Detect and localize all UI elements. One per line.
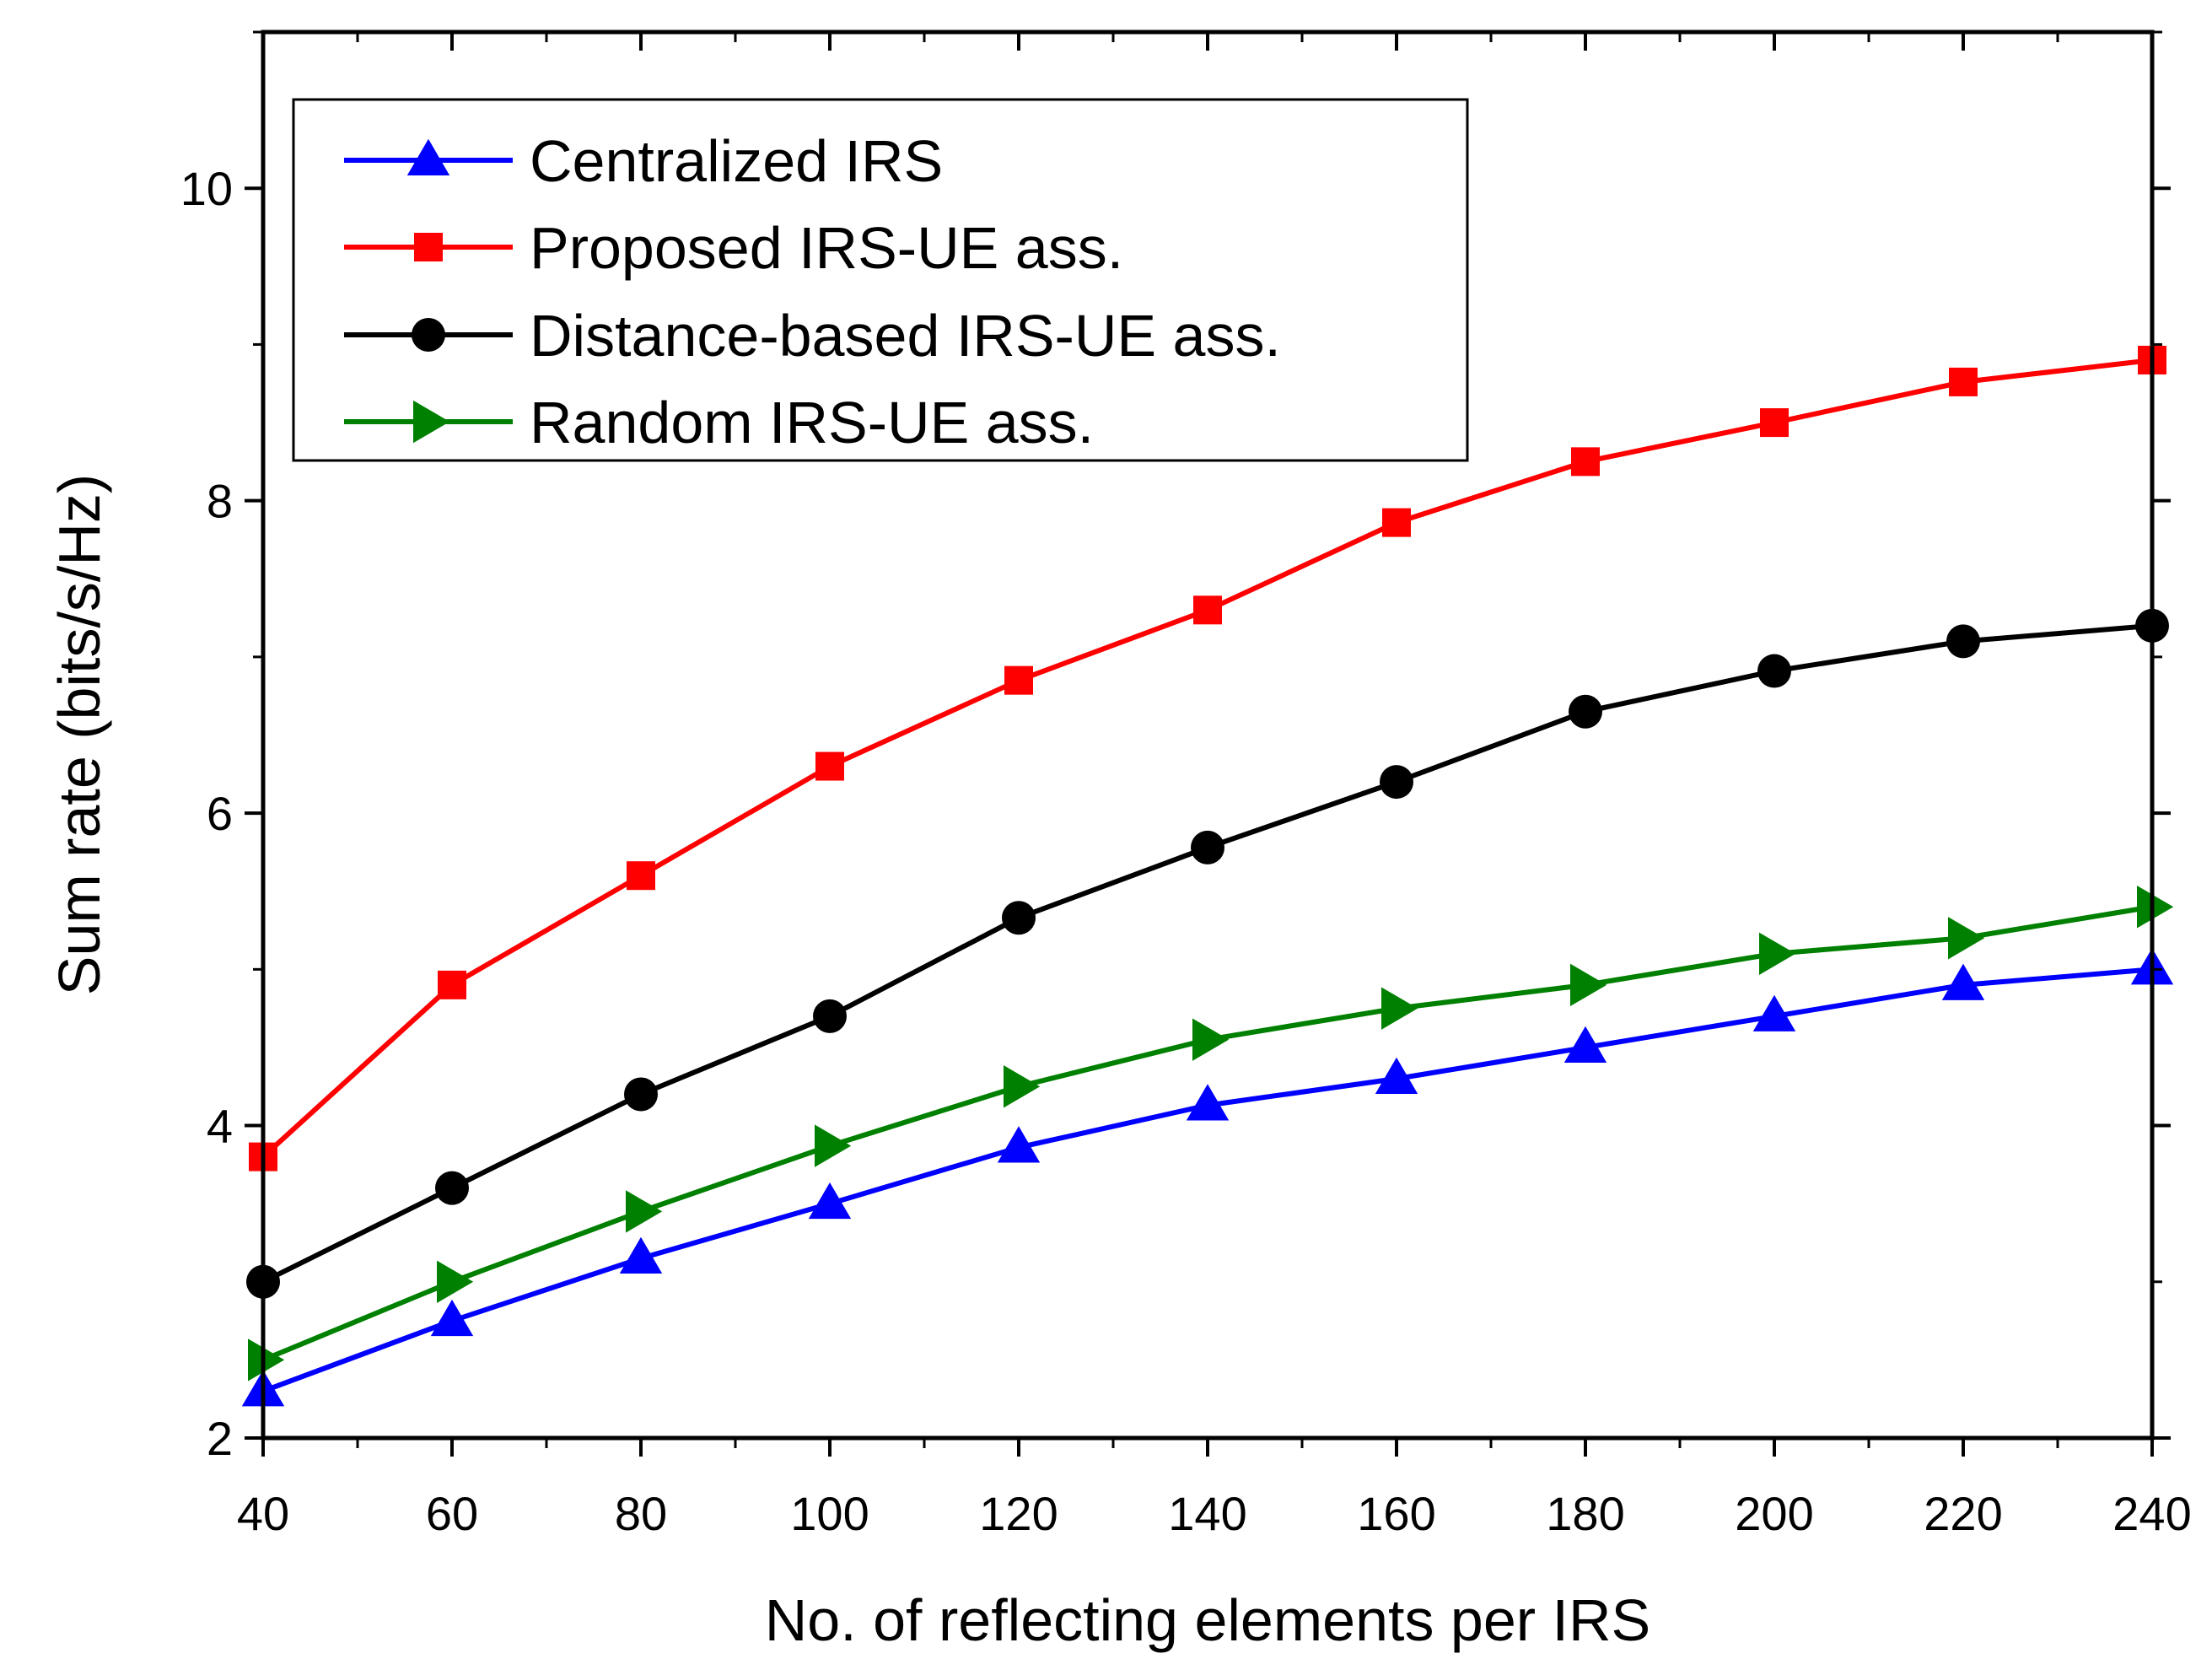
x-tick-label: 80 xyxy=(615,1487,667,1540)
legend-item-random-irs-ue-ass: Random IRS-UE ass. xyxy=(344,390,1094,455)
data-point xyxy=(2137,886,2174,929)
data-point xyxy=(1004,665,1033,695)
series-distance-based-irs-ue-ass xyxy=(246,608,2169,1299)
data-point xyxy=(1571,447,1600,477)
data-point xyxy=(619,1236,663,1274)
x-tick-label: 60 xyxy=(426,1487,478,1540)
legend-label: Centralized IRS xyxy=(530,128,943,194)
data-point xyxy=(1004,1065,1041,1108)
data-point xyxy=(813,999,847,1033)
legend-label: Random IRS-UE ass. xyxy=(530,390,1094,455)
legend-items: Centralized IRS Proposed IRS-UE ass. Dista… xyxy=(344,128,1281,455)
data-point xyxy=(1946,624,1980,659)
data-point xyxy=(1380,765,1413,800)
data-point xyxy=(1193,595,1222,625)
legend-marker xyxy=(406,138,450,175)
data-point xyxy=(1570,963,1607,1007)
data-point xyxy=(1760,408,1789,438)
data-point xyxy=(1381,987,1418,1030)
data-point xyxy=(1191,830,1224,864)
y-tick-label: 6 xyxy=(207,787,233,840)
data-point xyxy=(1949,367,1978,396)
y-axis-label: Sum rate (bits/s/Hz) xyxy=(46,474,112,995)
legend-item-distance-based-irs-ue-ass: Distance-based IRS-UE ass. xyxy=(344,303,1281,369)
data-point xyxy=(437,1260,474,1303)
legend-marker xyxy=(414,233,443,261)
legend-marker xyxy=(412,318,445,352)
data-point xyxy=(626,1190,663,1233)
legend-item-centralized-irs: Centralized IRS xyxy=(344,128,943,194)
x-tick-label: 220 xyxy=(1924,1487,2002,1540)
data-point xyxy=(624,1077,658,1112)
data-point xyxy=(1382,508,1411,537)
data-point xyxy=(248,1338,285,1381)
data-point xyxy=(1375,1057,1418,1094)
data-point xyxy=(1948,917,1985,960)
x-tick-label: 120 xyxy=(979,1487,1058,1540)
ticks-layer: 40 60 80 100 120 140 160 180 200 220 240 2 4 6 8 10 xyxy=(180,30,2192,1540)
data-point xyxy=(435,1171,469,1205)
data-point xyxy=(1569,694,1602,729)
legend-item-proposed-irs-ue-ass: Proposed IRS-UE ass. xyxy=(344,215,1123,281)
data-point xyxy=(815,1124,852,1167)
legend-label: Distance-based IRS-UE ass. xyxy=(530,303,1281,369)
y-tick-label: 10 xyxy=(180,162,233,215)
data-point xyxy=(1186,1084,1230,1121)
data-point xyxy=(808,1182,852,1220)
x-tick-label: 180 xyxy=(1546,1487,1624,1540)
x-tick-label: 40 xyxy=(237,1487,289,1540)
data-point xyxy=(1759,932,1796,976)
legend-marker xyxy=(413,400,450,444)
series-proposed-irs-ue-ass xyxy=(249,345,2166,1171)
series-centralized-irs xyxy=(241,948,2174,1407)
data-point xyxy=(627,861,655,891)
y-tick-label: 2 xyxy=(207,1412,233,1465)
x-tick-label: 160 xyxy=(1357,1487,1435,1540)
data-point xyxy=(1752,994,1796,1031)
x-tick-label: 240 xyxy=(2112,1487,2191,1540)
data-point xyxy=(815,751,844,781)
series-layer xyxy=(241,345,2174,1407)
data-point xyxy=(1941,963,1985,1000)
data-point xyxy=(1563,1026,1607,1063)
data-point xyxy=(1757,654,1791,688)
x-tick-label: 100 xyxy=(790,1487,869,1540)
series-random-irs-ue-ass xyxy=(248,886,2174,1381)
y-tick-label: 4 xyxy=(207,1100,233,1153)
x-tick-label: 140 xyxy=(1168,1487,1246,1540)
x-tick-label: 200 xyxy=(1735,1487,1813,1540)
data-point xyxy=(430,1299,474,1337)
y-tick-label: 8 xyxy=(207,475,233,528)
legend-label: Proposed IRS-UE ass. xyxy=(530,215,1123,281)
data-point xyxy=(997,1126,1041,1163)
x-axis-label: No. of reflecting elements per IRS xyxy=(765,1587,1650,1653)
data-point xyxy=(438,970,466,999)
data-point xyxy=(1002,901,1036,935)
data-point xyxy=(1192,1018,1230,1061)
legend: Centralized IRS Proposed IRS-UE ass. Dista… xyxy=(292,98,1469,462)
